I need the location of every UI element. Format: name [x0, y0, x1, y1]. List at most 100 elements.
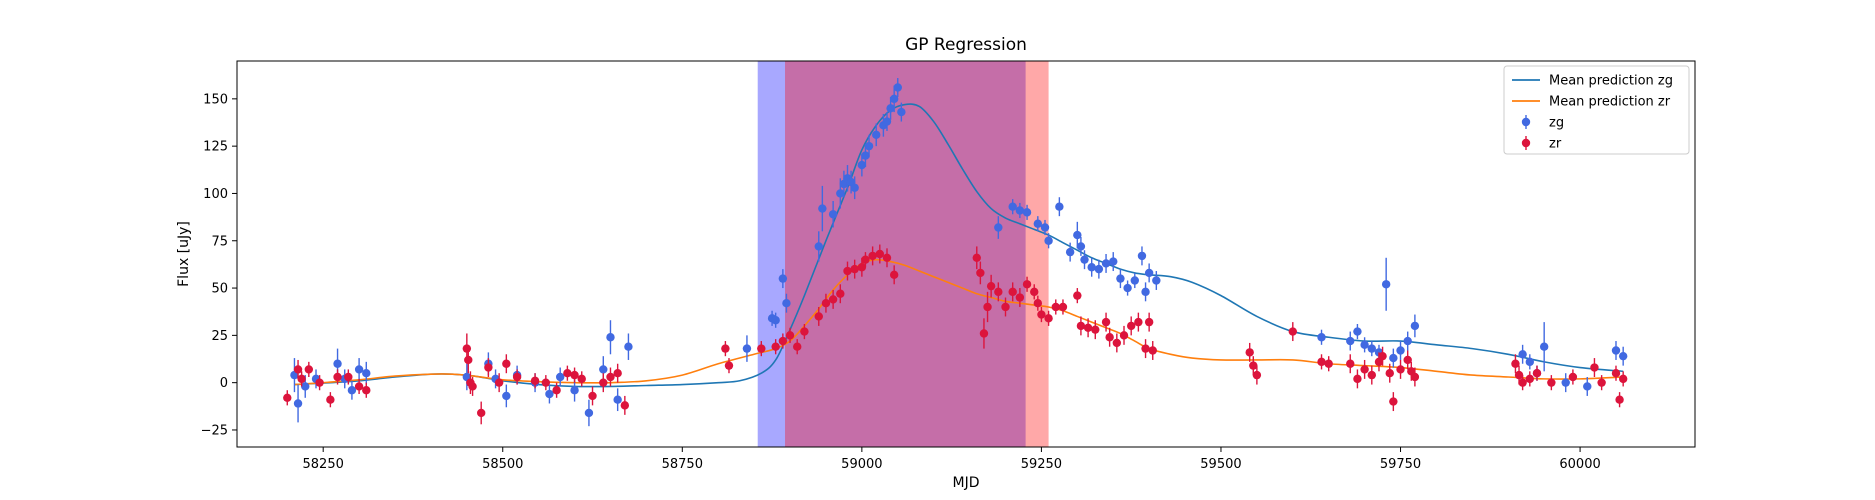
point-zr-100 — [1525, 374, 1535, 384]
point-zr-32 — [757, 344, 766, 353]
point-zg-8 — [362, 369, 371, 378]
point-zr-91 — [1385, 369, 1394, 378]
point-zr-1 — [293, 365, 303, 374]
point-zr-21 — [552, 386, 561, 395]
point-zr-7 — [344, 372, 353, 382]
point-zr-38 — [814, 312, 823, 321]
point-zg-61 — [1109, 257, 1118, 266]
point-zg-79 — [1410, 321, 1420, 331]
legend-label-zg: zg — [1549, 116, 1564, 131]
point-zg-43 — [889, 94, 899, 104]
point-zr-37 — [800, 327, 809, 336]
point-zg-28 — [814, 242, 823, 251]
point-zg-81 — [1525, 357, 1535, 367]
point-zg-39 — [872, 130, 881, 139]
point-zg-63 — [1123, 283, 1132, 293]
x-axis-ticks: 58250 58500 58750 59000 59250 59500 59750 60000 — [303, 447, 1601, 472]
point-zr-65 — [1058, 302, 1068, 312]
point-zg-18 — [584, 408, 594, 418]
point-zg-38 — [864, 141, 874, 151]
point-zg-83 — [1539, 342, 1549, 351]
point-zr-63 — [1044, 314, 1053, 323]
point-zr-33 — [771, 342, 780, 351]
point-zr-17 — [502, 359, 511, 368]
point-zr-61 — [1033, 298, 1043, 308]
point-zr-19 — [530, 376, 540, 385]
point-zr-78 — [1148, 346, 1157, 355]
point-zr-71 — [1105, 333, 1114, 342]
point-zr-105 — [1597, 378, 1606, 387]
point-zr-80 — [1249, 361, 1258, 370]
point-zr-40 — [828, 295, 838, 304]
point-zr-53 — [983, 302, 992, 312]
point-zr-46 — [868, 251, 877, 261]
point-zr-60 — [1030, 287, 1039, 297]
legend-marker-zg — [1521, 117, 1531, 127]
x-tick-label-58750: 58750 — [662, 457, 703, 472]
point-zr-47 — [875, 249, 885, 259]
point-zr-48 — [882, 253, 892, 262]
point-zg-50 — [1033, 219, 1043, 228]
point-zg-25 — [771, 316, 780, 325]
y-tick-label-100: 100 — [203, 187, 228, 202]
point-zg-55 — [1073, 230, 1082, 240]
legend-label-mean-prediction-zg: Mean prediction zg — [1549, 74, 1673, 89]
point-zg-87 — [1618, 351, 1628, 361]
point-zg-20 — [606, 333, 615, 342]
point-zr-3 — [304, 365, 314, 374]
point-zr-99 — [1518, 378, 1527, 387]
point-zr-44 — [857, 263, 867, 272]
point-zr-34 — [778, 336, 788, 346]
point-zr-75 — [1134, 317, 1143, 327]
point-zr-57 — [1008, 287, 1017, 297]
data-points — [283, 78, 1628, 427]
x-tick-label-59000: 59000 — [841, 457, 882, 472]
point-zg-19 — [599, 365, 608, 374]
point-zr-64 — [1051, 302, 1060, 312]
point-zr-25 — [588, 391, 597, 401]
point-zg-47 — [1008, 202, 1017, 211]
point-zr-18 — [512, 372, 522, 382]
point-zg-7 — [354, 365, 364, 374]
point-zr-31 — [724, 361, 734, 370]
point-zg-62 — [1116, 274, 1125, 283]
point-zg-29 — [818, 204, 827, 213]
point-zr-39 — [821, 298, 831, 308]
y-tick-label-50: 50 — [211, 282, 228, 297]
line-mean-prediction-zr — [294, 258, 1624, 386]
point-zr-49 — [889, 270, 899, 280]
point-zg-68 — [1152, 276, 1161, 285]
point-zr-56 — [1001, 302, 1010, 312]
legend-box — [1503, 65, 1690, 155]
point-zg-70 — [1346, 336, 1355, 346]
point-zr-58 — [1015, 293, 1025, 302]
point-zr-41 — [836, 289, 845, 298]
point-zr-23 — [570, 370, 579, 380]
point-zr-72 — [1112, 338, 1122, 348]
point-zr-103 — [1568, 372, 1578, 382]
point-zr-30 — [721, 344, 730, 353]
point-zg-45 — [897, 107, 906, 117]
x-axis-label: MJD — [953, 475, 980, 491]
point-zg-54 — [1065, 247, 1075, 257]
point-zr-8 — [354, 382, 364, 391]
point-zg-35 — [850, 183, 859, 192]
point-zr-83 — [1317, 357, 1326, 367]
point-zr-93 — [1396, 365, 1405, 374]
point-zr-52 — [979, 329, 989, 338]
point-zr-5 — [326, 395, 335, 404]
point-zr-54 — [986, 281, 996, 291]
point-zr-11 — [464, 355, 473, 365]
point-zg-15 — [545, 389, 554, 399]
point-zr-96 — [1410, 372, 1420, 382]
point-zg-64 — [1130, 276, 1139, 285]
point-zg-73 — [1367, 344, 1376, 353]
point-zg-59 — [1094, 264, 1104, 274]
point-zg-41 — [882, 117, 892, 126]
y-tick-label-0: 0 — [220, 376, 228, 391]
point-zg-72 — [1360, 340, 1369, 350]
point-zg-44 — [893, 83, 902, 92]
point-zg-69 — [1317, 333, 1326, 342]
legend-marker-zr — [1521, 138, 1531, 148]
